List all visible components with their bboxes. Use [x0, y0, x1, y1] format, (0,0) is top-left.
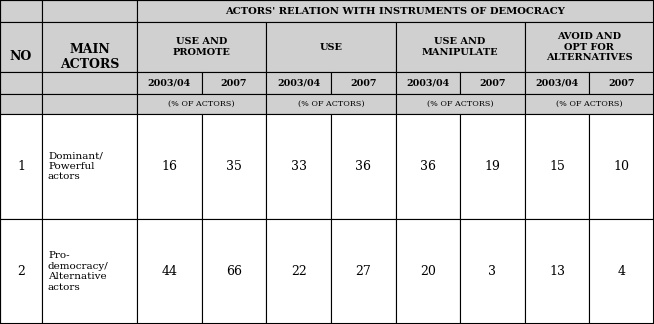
Bar — [42, 219, 137, 324]
Text: (% OF ACTORS): (% OF ACTORS) — [298, 100, 364, 108]
Text: Pro-
democracy/
Alternative
actors: Pro- democracy/ Alternative actors — [48, 251, 109, 292]
Bar — [331, 219, 396, 324]
Text: 2003/04: 2003/04 — [277, 78, 320, 87]
Bar — [201, 219, 266, 324]
Text: AVOID AND
OPT FOR
ALTERNATIVES: AVOID AND OPT FOR ALTERNATIVES — [546, 32, 632, 62]
Text: 2007: 2007 — [350, 78, 377, 87]
Text: ACTORS' RELATION WITH INSTRUMENTS OF DEMOCRACY: ACTORS' RELATION WITH INSTRUMENTS OF DEM… — [226, 6, 566, 16]
Bar — [137, 72, 201, 94]
Text: USE: USE — [319, 42, 343, 52]
Bar — [137, 114, 201, 219]
Bar — [396, 22, 525, 72]
Text: Dominant/
Powerful
actors: Dominant/ Powerful actors — [48, 152, 103, 181]
Text: 27: 27 — [355, 265, 371, 278]
Text: (% OF ACTORS): (% OF ACTORS) — [556, 100, 623, 108]
Text: 20: 20 — [420, 265, 436, 278]
Bar — [0, 0, 42, 22]
Text: 4: 4 — [617, 265, 626, 278]
Bar — [266, 94, 396, 114]
Bar — [42, 114, 137, 219]
Text: 10: 10 — [613, 160, 630, 173]
Text: 16: 16 — [162, 160, 177, 173]
Text: 3: 3 — [489, 265, 496, 278]
Bar — [42, 22, 137, 72]
Text: 36: 36 — [355, 160, 371, 173]
Bar — [42, 72, 137, 94]
Bar — [42, 0, 137, 22]
Text: (% OF ACTORS): (% OF ACTORS) — [427, 100, 493, 108]
Bar — [201, 114, 266, 219]
Text: 66: 66 — [226, 265, 242, 278]
Text: 33: 33 — [290, 160, 307, 173]
Bar — [525, 114, 589, 219]
Bar — [396, 219, 460, 324]
Text: 15: 15 — [549, 160, 565, 173]
Bar — [589, 72, 654, 94]
Bar — [589, 219, 654, 324]
Bar — [525, 219, 589, 324]
Bar — [137, 22, 266, 72]
Text: (% OF ACTORS): (% OF ACTORS) — [168, 100, 235, 108]
Bar — [396, 72, 460, 94]
Text: 35: 35 — [226, 160, 242, 173]
Text: 2003/04: 2003/04 — [536, 78, 579, 87]
Text: 2007: 2007 — [220, 78, 247, 87]
Text: 2003/04: 2003/04 — [406, 78, 449, 87]
Bar — [42, 94, 137, 114]
Text: 2: 2 — [17, 265, 25, 278]
Bar — [137, 219, 201, 324]
Bar — [0, 22, 42, 72]
Bar — [266, 114, 331, 219]
Text: 2007: 2007 — [608, 78, 635, 87]
Text: 1: 1 — [17, 160, 25, 173]
Bar — [137, 0, 654, 22]
Bar — [201, 72, 266, 94]
Text: USE AND
MANIPULATE: USE AND MANIPULATE — [422, 37, 498, 57]
Bar — [460, 219, 525, 324]
Bar — [331, 72, 396, 94]
Bar — [266, 219, 331, 324]
Bar — [460, 72, 525, 94]
Bar — [0, 219, 42, 324]
Text: 2003/04: 2003/04 — [148, 78, 191, 87]
Bar — [589, 114, 654, 219]
Bar — [396, 94, 525, 114]
Text: 19: 19 — [485, 160, 500, 173]
Bar — [331, 114, 396, 219]
Bar — [266, 72, 331, 94]
Bar — [266, 22, 396, 72]
Text: NO: NO — [10, 51, 32, 64]
Bar — [0, 114, 42, 219]
Bar — [396, 114, 460, 219]
Text: 22: 22 — [290, 265, 307, 278]
Text: 44: 44 — [162, 265, 177, 278]
Bar — [0, 72, 42, 94]
Text: MAIN
ACTORS: MAIN ACTORS — [60, 43, 119, 71]
Bar — [460, 114, 525, 219]
Text: USE AND
PROMOTE: USE AND PROMOTE — [173, 37, 231, 57]
Bar — [0, 94, 42, 114]
Text: 2007: 2007 — [479, 78, 506, 87]
Text: 13: 13 — [549, 265, 565, 278]
Bar — [525, 22, 654, 72]
Bar — [525, 72, 589, 94]
Text: 36: 36 — [420, 160, 436, 173]
Bar — [137, 94, 266, 114]
Bar — [525, 94, 654, 114]
